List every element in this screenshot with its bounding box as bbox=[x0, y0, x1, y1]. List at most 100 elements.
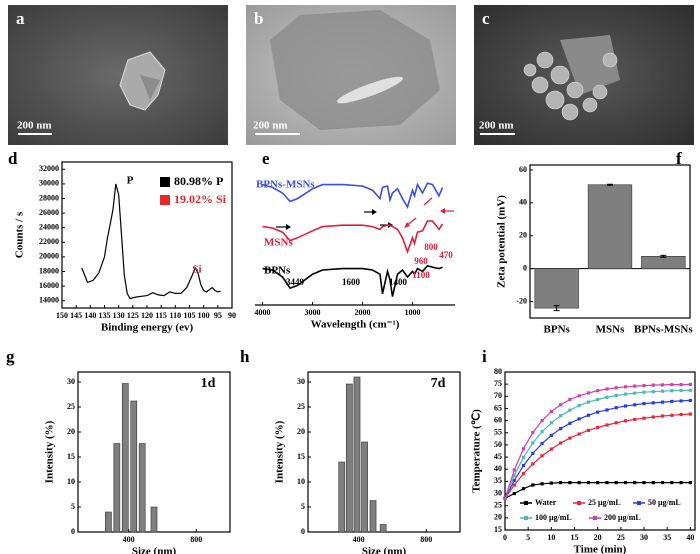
bar bbox=[379, 524, 387, 533]
bar bbox=[353, 376, 361, 533]
x-tick-label: 135 bbox=[99, 311, 111, 320]
data-point bbox=[670, 481, 674, 485]
scale-bar-label: 200 nm bbox=[479, 120, 514, 132]
y-tick-label: 45 bbox=[494, 452, 502, 461]
bar bbox=[338, 461, 346, 533]
data-line bbox=[81, 183, 221, 300]
data-point bbox=[670, 383, 674, 387]
x-tick-label: 140 bbox=[84, 311, 96, 320]
legend-swatch bbox=[637, 501, 641, 505]
legend-swatch bbox=[524, 516, 528, 520]
data-point bbox=[642, 384, 646, 388]
bar bbox=[138, 443, 146, 533]
data-point bbox=[623, 385, 628, 389]
x-axis-label: Binding energy (ev) bbox=[101, 322, 194, 334]
bar bbox=[121, 383, 129, 533]
data-point bbox=[623, 392, 628, 396]
y-tick-label: 25 bbox=[67, 402, 75, 411]
data-point bbox=[614, 481, 618, 485]
plot-frame bbox=[504, 371, 696, 531]
panel-label: f bbox=[676, 149, 682, 168]
y-tick-label: 35 bbox=[494, 476, 502, 485]
y-tick-label: 0 bbox=[523, 263, 527, 272]
data-point bbox=[605, 423, 609, 427]
y-tick-label: 30 bbox=[67, 377, 75, 386]
x-tick-label: 115 bbox=[155, 311, 167, 320]
image-b: b 200 nm bbox=[246, 5, 456, 145]
data-point bbox=[531, 441, 535, 445]
panel-label: b bbox=[254, 9, 263, 28]
data-point bbox=[642, 390, 646, 394]
image-a: a 200 nm bbox=[8, 5, 228, 145]
y-tick-label: 20 bbox=[67, 427, 75, 436]
y-tick-label: 28000 bbox=[39, 193, 59, 202]
y-tick-label: 5 bbox=[71, 502, 75, 511]
data-point bbox=[670, 399, 674, 404]
legend-label: 50 μg/mL bbox=[648, 498, 681, 507]
data-point bbox=[651, 481, 655, 485]
data-point bbox=[596, 397, 600, 402]
bar bbox=[361, 441, 368, 533]
data-point bbox=[503, 496, 507, 500]
x-tick-label: 100 bbox=[198, 311, 210, 320]
data-point bbox=[623, 404, 628, 408]
y-tick-label: 50 bbox=[494, 440, 502, 449]
x-tick-label: 40 bbox=[686, 533, 694, 542]
y-tick-label: 15 bbox=[297, 452, 305, 461]
data-point bbox=[623, 481, 628, 485]
data-point bbox=[623, 419, 628, 423]
x-tick-label: 800 bbox=[190, 535, 202, 544]
data-point bbox=[568, 481, 572, 485]
y-tick-label: 80 bbox=[494, 367, 502, 376]
data-point bbox=[596, 410, 600, 414]
x-tick-label: BPNs-MSNs bbox=[634, 324, 693, 336]
data-point bbox=[512, 478, 516, 483]
bar bbox=[346, 383, 353, 533]
legend-swatch bbox=[524, 501, 528, 505]
x-tick-label: 110 bbox=[170, 311, 182, 320]
x-tick-label: 30 bbox=[640, 533, 648, 542]
data-point bbox=[521, 472, 526, 476]
data-point bbox=[660, 481, 665, 485]
chart: g 400 800 0 5 10 15 20 25 30 Size (nm) Intensity (%… bbox=[6, 347, 231, 554]
data-point bbox=[670, 389, 674, 393]
panel-label: i bbox=[482, 347, 487, 366]
data-point bbox=[651, 383, 655, 387]
x-tick-label: 800 bbox=[420, 535, 432, 544]
y-tick-label: 30000 bbox=[39, 179, 59, 188]
data-point bbox=[512, 483, 516, 487]
bar bbox=[150, 506, 158, 533]
data-point bbox=[633, 417, 637, 421]
scale-bar-label: 200 nm bbox=[253, 120, 288, 132]
data-point bbox=[614, 421, 618, 425]
y-axis-label: Intensity (%) bbox=[44, 420, 56, 483]
x-tick-label: 145 bbox=[70, 311, 82, 320]
y-tick-label: 15 bbox=[494, 525, 502, 534]
y-tick-label: 10 bbox=[67, 477, 75, 486]
legend-label: 19.02% Si bbox=[174, 192, 227, 206]
data-point bbox=[540, 454, 544, 458]
data-point bbox=[540, 441, 544, 446]
x-tick-label: 105 bbox=[184, 311, 196, 320]
x-tick-label: 400 bbox=[123, 535, 135, 544]
annotation: 1400 bbox=[389, 277, 408, 287]
data-point bbox=[633, 481, 637, 485]
y-tick-label: 60 bbox=[519, 165, 527, 174]
data-point bbox=[531, 451, 535, 456]
plot-frame bbox=[529, 164, 691, 319]
data-point bbox=[605, 408, 609, 412]
data-point bbox=[559, 481, 563, 485]
y-tick-label: 75 bbox=[494, 379, 502, 388]
y-tick-label: 26000 bbox=[39, 208, 59, 217]
data-point bbox=[559, 414, 563, 418]
data-point bbox=[559, 427, 563, 431]
y-tick-label: 5 bbox=[301, 502, 305, 511]
x-tick-label: 0 bbox=[503, 533, 507, 542]
x-tick-label: 90 bbox=[228, 311, 236, 320]
data-point bbox=[586, 481, 591, 485]
data-line bbox=[262, 182, 444, 209]
data-point bbox=[614, 386, 618, 390]
annotation: 960 bbox=[414, 256, 428, 266]
data-line bbox=[262, 264, 443, 297]
data-point bbox=[549, 433, 553, 438]
